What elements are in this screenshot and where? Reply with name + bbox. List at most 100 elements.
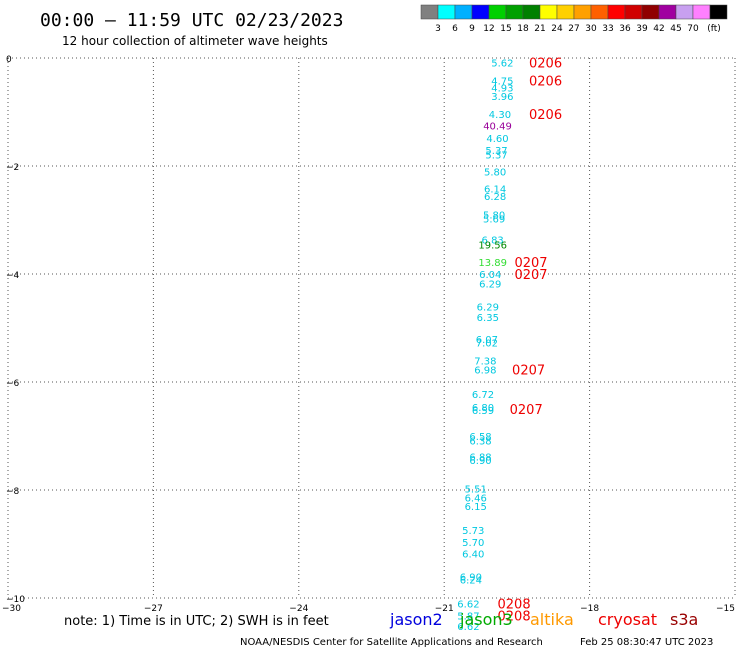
- colorbar-label: 42: [653, 24, 664, 34]
- colorbar-swatch: [624, 4, 643, 20]
- wave-height-point: 6.04: [479, 270, 501, 281]
- wave-height-point: 3.96: [491, 92, 513, 103]
- colorbar-swatch: [692, 4, 711, 20]
- wave-height-point: 6.80: [472, 403, 494, 414]
- wave-height-point: 6.62: [457, 599, 479, 610]
- wave-height-point: 6.24: [460, 576, 482, 587]
- colorbar-label: (ft): [707, 24, 721, 34]
- wave-height-point: 6.28: [484, 192, 506, 203]
- wave-height-point: 6.15: [465, 502, 487, 513]
- wave-height-point: 6.90: [460, 572, 482, 583]
- colorbar-swatch: [454, 4, 473, 20]
- colorbar-label: 12: [483, 24, 494, 34]
- wave-height-point: 4.30: [489, 110, 511, 121]
- colorbar-swatch: [488, 4, 507, 20]
- colorbar-swatch: [573, 4, 592, 20]
- colorbar-swatch: [471, 4, 490, 20]
- pass-date-label: 0207: [510, 403, 543, 418]
- wave-height-point: 5.87: [457, 611, 479, 622]
- colorbar-label: 30: [585, 24, 597, 34]
- colorbar-label: 18: [517, 24, 529, 34]
- wave-height-point: 6.59: [472, 406, 494, 417]
- y-tick-label: −4: [6, 271, 20, 281]
- wave-height-point: 40.49: [483, 122, 512, 133]
- colorbar-label: 39: [636, 24, 648, 34]
- x-tick-label: −18: [580, 604, 599, 614]
- wave-height-point: 4.93: [491, 84, 513, 95]
- footer-credit: NOAA/NESDIS Center for Satellite Applica…: [240, 637, 543, 648]
- colorbar-swatch: [505, 4, 524, 20]
- wave-height-point: 6.07: [476, 335, 498, 346]
- wave-height-point: 6.35: [477, 313, 499, 324]
- mission-legend: jason2 jason3 altika cryosat s3a: [389, 610, 698, 629]
- wave-height-point: 7.38: [474, 356, 496, 367]
- wave-height-point: 13.89: [478, 258, 507, 269]
- y-tick-label: −10: [6, 595, 25, 605]
- wave-height-point: 5.70: [462, 538, 484, 549]
- y-tick-label: 0: [6, 55, 12, 65]
- wave-height-point: 5.37: [485, 151, 507, 162]
- colorbar-swatch: [641, 4, 660, 20]
- mission-legend-item: jason3: [459, 610, 513, 629]
- footer-timestamp: Feb 25 08:30:47 UTC 2023: [580, 637, 713, 648]
- pass-date-label: 0206: [529, 75, 562, 90]
- wave-height-point: 6.40: [462, 550, 484, 561]
- x-tick-label: −30: [2, 604, 21, 614]
- x-tick-label: −24: [289, 604, 308, 614]
- grid-lines: [7, 57, 736, 599]
- x-tick-label: −21: [435, 604, 454, 614]
- colorbar-label: 15: [500, 24, 511, 34]
- colorbar-swatch: [607, 4, 626, 20]
- wave-height-point: 5.62: [491, 58, 513, 69]
- axis-tick-labels: 0 −2 −4 −6 −8 −10−30 −27 −24 −21 −18 −15: [2, 55, 735, 614]
- y-tick-label: −6: [6, 379, 20, 389]
- colorbar-swatch: [675, 4, 694, 20]
- wave-height-point: 6.46: [465, 494, 487, 505]
- wave-height-point: 19.56: [478, 240, 507, 251]
- wave-height-point: 6.29: [477, 302, 499, 313]
- wave-height-point: 6.83: [482, 235, 504, 246]
- pass-date-label: 0206: [529, 108, 562, 123]
- x-tick-label: −27: [144, 604, 163, 614]
- colorbar-label: 45: [670, 24, 681, 34]
- wave-height-point: 5.69: [483, 214, 505, 225]
- pass-date-label: 0207: [514, 268, 547, 283]
- colorbar-label: 36: [619, 24, 631, 34]
- wave-height-point: 5.73: [462, 526, 484, 537]
- color-legend: 3 6 9 12 15 18 21 24 27 30 33 36 39 42 45 70 (ft): [420, 4, 728, 34]
- mission-legend-item: cryosat: [598, 610, 657, 629]
- wave-height-point: 6.14: [484, 185, 506, 196]
- wave-height-point: 6.90: [469, 456, 491, 467]
- wave-height-point: 6.38: [469, 436, 491, 447]
- colorbar-label: 27: [568, 24, 579, 34]
- wave-height-point: 5.51: [465, 484, 487, 495]
- chart-subtitle: 12 hour collection of altimeter wave hei…: [62, 34, 328, 48]
- y-tick-label: −2: [6, 163, 19, 173]
- wave-height-point: 5.80: [483, 211, 505, 222]
- pass-date-label: 0207: [512, 364, 545, 379]
- wave-height-point: 5.80: [484, 167, 506, 178]
- colorbar-swatch: [522, 4, 541, 20]
- wave-height-point: 5.37: [485, 146, 507, 157]
- data-points: 5.624.754.933.964.3040.494.605.375.375.8…: [457, 58, 513, 633]
- x-tick-label: −15: [716, 604, 735, 614]
- wave-height-point: 4.75: [491, 77, 513, 88]
- wave-height-point: 6.58: [469, 432, 491, 443]
- colorbar-label: 24: [551, 24, 563, 34]
- colorbar-label: 21: [534, 24, 545, 34]
- wave-height-point: 4.60: [486, 134, 508, 145]
- pass-date-label: 0208: [498, 609, 531, 624]
- colorbar-label: 9: [469, 24, 475, 34]
- pass-date-label: 0206: [529, 56, 562, 71]
- pass-date-label: 0207: [514, 256, 547, 271]
- footer-note: note: 1) Time is in UTC; 2) SWH is in fe…: [64, 614, 329, 629]
- colorbar-swatch: [709, 4, 728, 20]
- wave-height-point: 6.98: [474, 366, 496, 377]
- wave-height-point: 6.29: [479, 280, 501, 291]
- mission-legend-item: altika: [530, 610, 574, 629]
- colorbar-swatch: [658, 4, 677, 20]
- mission-legend-item: jason2: [389, 610, 443, 629]
- chart-title: 00:00 – 11:59 UTC 02/23/2023: [40, 10, 343, 31]
